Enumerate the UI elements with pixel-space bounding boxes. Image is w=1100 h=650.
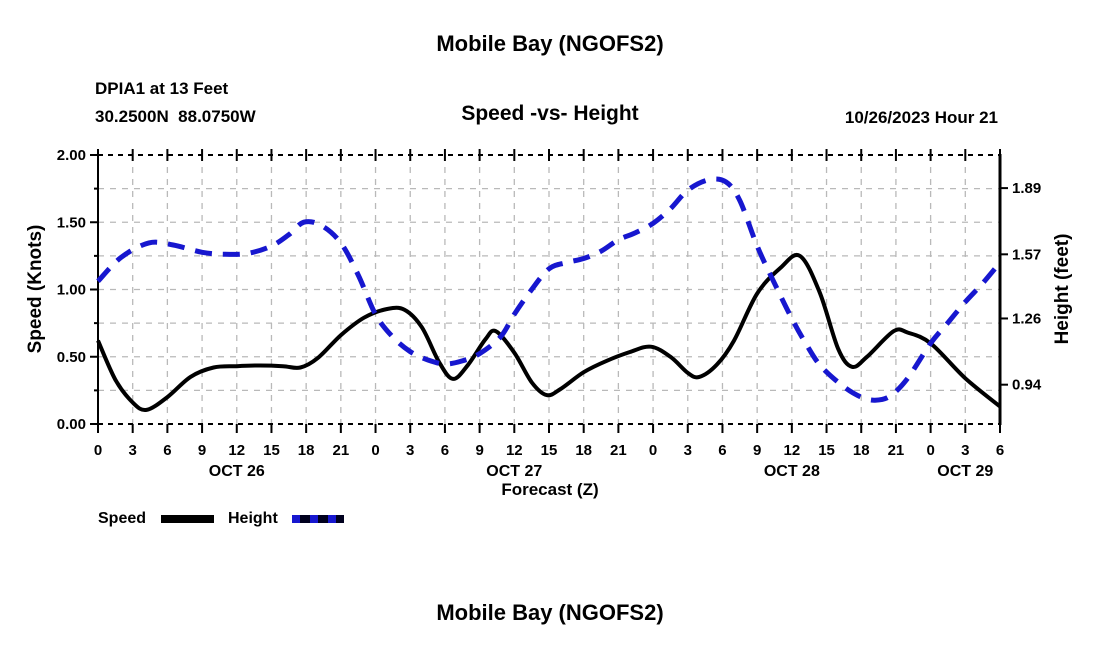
x-hour-tick-label: 0 (649, 442, 657, 459)
x-hour-tick-label: 6 (996, 442, 1004, 459)
x-hour-tick-label: 9 (198, 442, 206, 459)
chart-subtitle: Speed -vs- Height (461, 102, 639, 125)
x-hour-tick-label: 9 (753, 442, 761, 459)
x-hour-tick-label: 21 (888, 442, 905, 459)
speed-curve (96, 252, 1002, 413)
y-left-tick-label: 0.00 (57, 416, 86, 433)
chart-title: Mobile Bay (NGOFS2) (436, 31, 664, 56)
x-hour-tick-label: 15 (541, 442, 558, 459)
x-hour-tick-label: 15 (263, 442, 280, 459)
height-curve (96, 176, 1002, 403)
legend-speed-label: Speed (98, 510, 147, 527)
x-hour-tick-label: 15 (818, 442, 835, 459)
x-hour-tick-label: 0 (94, 442, 102, 459)
y-left-tick-label: 2.00 (57, 147, 86, 164)
x-hour-tick-label: 0 (371, 442, 379, 459)
x-hour-tick-label: 9 (475, 442, 483, 459)
legend-height-line-swatch (292, 515, 344, 523)
x-hour-tick-label: 12 (506, 442, 523, 459)
x-date-label: OCT 28 (764, 463, 820, 480)
x-date-label: OCT 27 (486, 463, 542, 480)
right-axis-title: Height (feet) (1052, 233, 1073, 345)
x-hour-tick-label: 18 (298, 442, 315, 459)
left-axis-title: Speed (Knots) (25, 224, 46, 354)
x-axis-title: Forecast (Z) (501, 480, 599, 499)
x-date-label: OCT 26 (209, 463, 265, 480)
y-left-tick-label: 1.50 (57, 214, 86, 231)
y-left-tick-label: 0.50 (57, 349, 86, 366)
y-right-tick-label: 1.57 (1012, 246, 1041, 263)
x-hour-tick-label: 12 (228, 442, 245, 459)
x-hour-tick-label: 3 (684, 442, 692, 459)
y-right-tick-label: 0.94 (1012, 377, 1042, 394)
x-hour-tick-label: 3 (961, 442, 969, 459)
station-coordinates: 30.2500N 88.0750W (95, 107, 256, 126)
x-hour-tick-label: 0 (926, 442, 934, 459)
x-hour-tick-label: 6 (163, 442, 171, 459)
x-hour-tick-label: 18 (575, 442, 592, 459)
x-hour-tick-label: 21 (333, 442, 350, 459)
forecast-datetime: 10/26/2023 Hour 21 (844, 108, 998, 127)
x-hour-tick-label: 3 (406, 442, 414, 459)
x-date-label: OCT 29 (937, 463, 993, 480)
y-left-tick-label: 1.00 (57, 282, 86, 299)
station-name: DPIA1 at 13 Feet (95, 79, 229, 98)
x-hour-tick-label: 21 (610, 442, 627, 459)
x-hour-tick-label: 6 (718, 442, 726, 459)
legend-speed-line-swatch (161, 515, 214, 523)
x-hour-tick-label: 3 (129, 442, 137, 459)
y-right-tick-label: 1.89 (1012, 180, 1041, 197)
x-hour-tick-label: 6 (441, 442, 449, 459)
legend-height-label: Height (228, 510, 278, 527)
x-hour-tick-label: 18 (853, 442, 870, 459)
x-hour-tick-label: 12 (784, 442, 801, 459)
next-chart-title: Mobile Bay (NGOFS2) (436, 600, 664, 625)
y-right-tick-label: 1.26 (1012, 310, 1041, 327)
